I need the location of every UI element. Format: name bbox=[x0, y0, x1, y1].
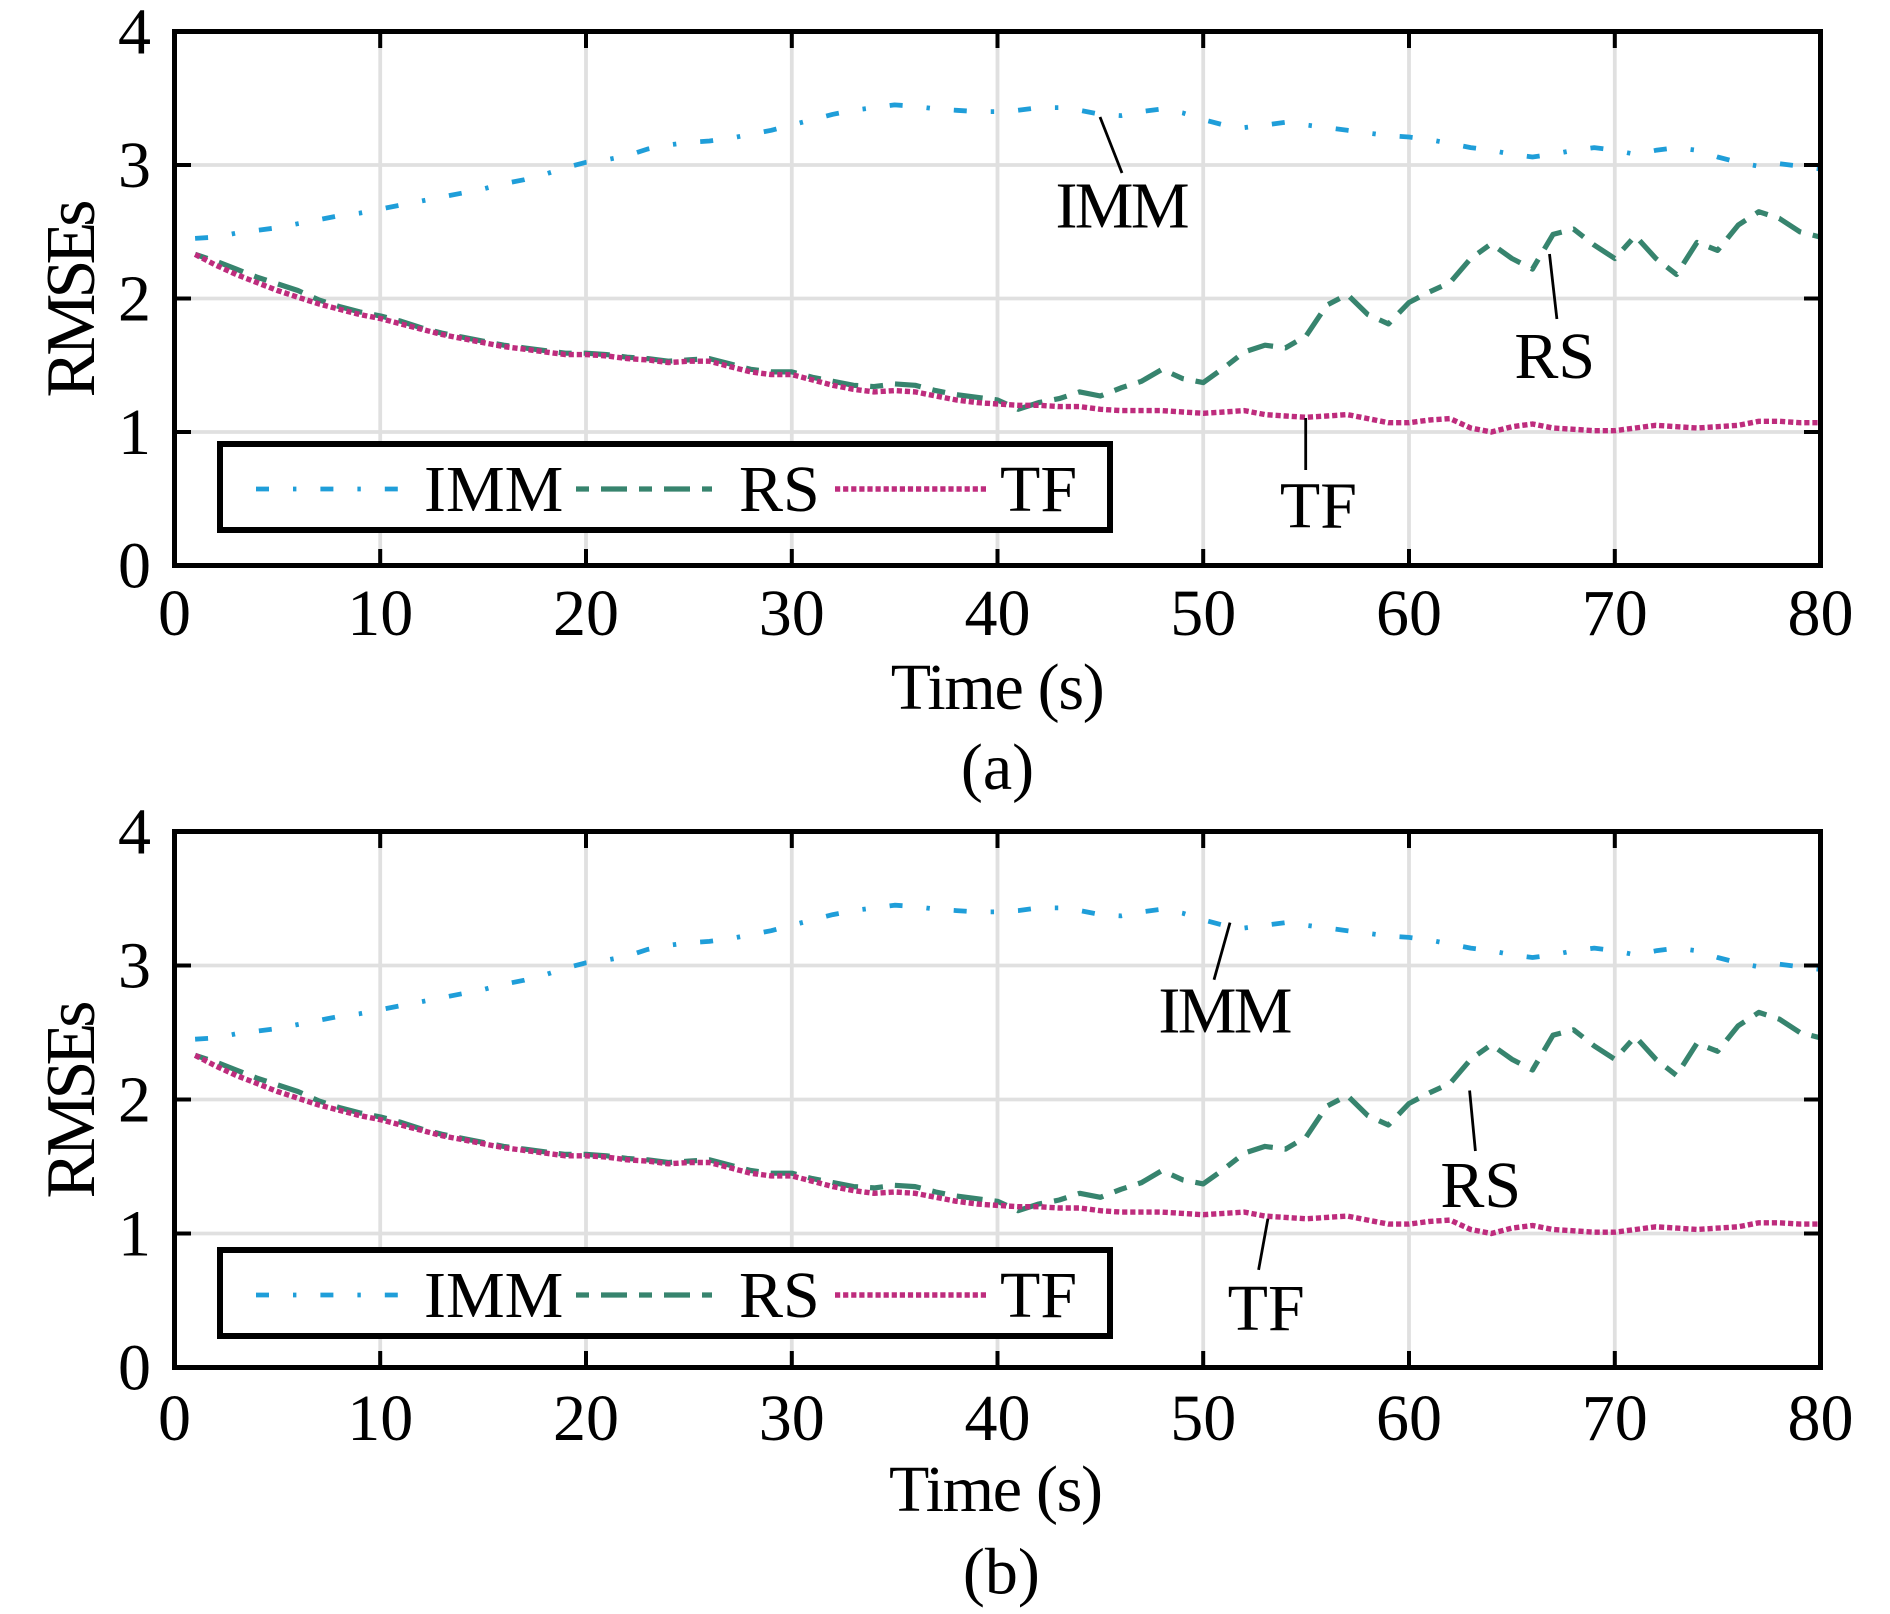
svg-text:20: 20 bbox=[553, 1382, 619, 1455]
svg-text:Time (s): Time (s) bbox=[889, 1453, 1103, 1526]
svg-text:50: 50 bbox=[1170, 577, 1236, 650]
svg-text:2: 2 bbox=[118, 1064, 151, 1137]
svg-text:RMSEs: RMSEs bbox=[33, 1001, 110, 1199]
svg-text:80: 80 bbox=[1788, 1382, 1854, 1455]
svg-text:(b): (b) bbox=[963, 1536, 1040, 1609]
svg-text:10: 10 bbox=[347, 577, 413, 650]
svg-text:TF: TF bbox=[1280, 470, 1357, 543]
svg-text:IMM: IMM bbox=[1056, 170, 1190, 243]
svg-text:0: 0 bbox=[118, 1332, 151, 1405]
svg-text:0: 0 bbox=[158, 1382, 191, 1455]
svg-text:RS: RS bbox=[739, 453, 820, 526]
svg-text:4: 4 bbox=[118, 796, 151, 869]
svg-text:TF: TF bbox=[1000, 453, 1077, 526]
svg-text:TF: TF bbox=[1000, 1259, 1077, 1332]
svg-text:RMSEs: RMSEs bbox=[33, 200, 110, 398]
svg-text:(a): (a) bbox=[961, 731, 1034, 804]
svg-text:RS: RS bbox=[739, 1259, 820, 1332]
svg-text:70: 70 bbox=[1582, 577, 1648, 650]
svg-text:3: 3 bbox=[118, 930, 151, 1003]
svg-text:10: 10 bbox=[347, 1382, 413, 1455]
svg-text:IMM: IMM bbox=[1158, 975, 1292, 1048]
svg-text:2: 2 bbox=[118, 263, 151, 336]
svg-text:1: 1 bbox=[118, 1198, 151, 1271]
svg-text:60: 60 bbox=[1376, 1382, 1442, 1455]
svg-text:50: 50 bbox=[1170, 1382, 1236, 1455]
svg-text:70: 70 bbox=[1582, 1382, 1648, 1455]
svg-text:30: 30 bbox=[759, 577, 825, 650]
svg-text:40: 40 bbox=[965, 1382, 1031, 1455]
svg-text:80: 80 bbox=[1788, 577, 1854, 650]
svg-text:40: 40 bbox=[965, 577, 1031, 650]
svg-text:3: 3 bbox=[118, 129, 151, 202]
svg-text:20: 20 bbox=[553, 577, 619, 650]
svg-text:4: 4 bbox=[118, 0, 151, 69]
svg-text:IMM: IMM bbox=[424, 453, 563, 526]
svg-text:RS: RS bbox=[1514, 320, 1595, 393]
svg-text:RS: RS bbox=[1440, 1149, 1521, 1222]
svg-text:60: 60 bbox=[1376, 577, 1442, 650]
svg-text:1: 1 bbox=[118, 396, 151, 469]
svg-text:IMM: IMM bbox=[424, 1259, 563, 1332]
svg-text:TF: TF bbox=[1228, 1272, 1305, 1345]
svg-text:30: 30 bbox=[759, 1382, 825, 1455]
svg-text:0: 0 bbox=[158, 577, 191, 650]
svg-text:Time (s): Time (s) bbox=[891, 651, 1105, 724]
svg-text:0: 0 bbox=[118, 530, 151, 603]
